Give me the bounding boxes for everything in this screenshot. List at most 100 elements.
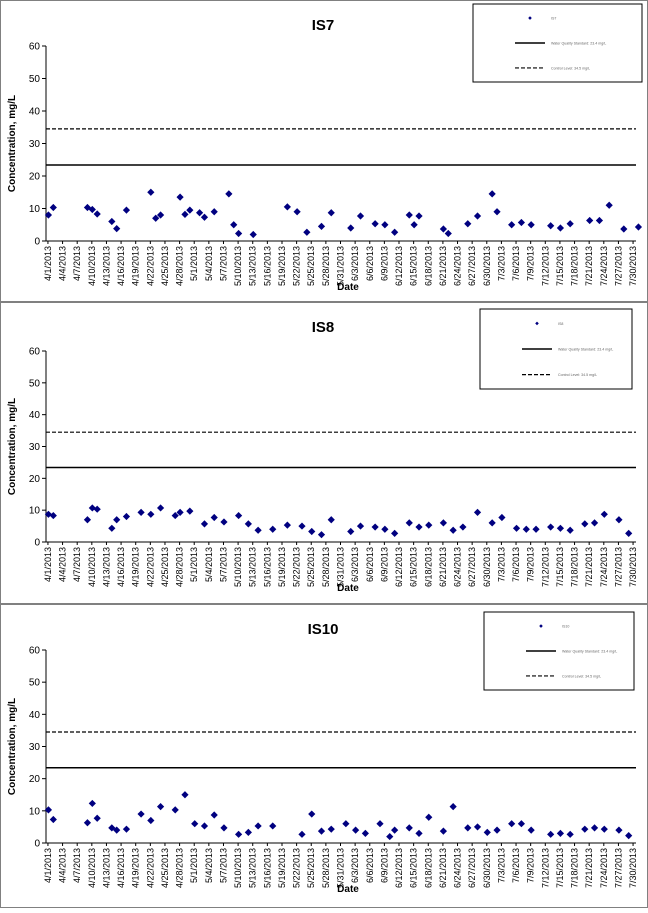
data-point [308,810,316,818]
x-tick-label: 6/30/2013 [482,246,492,286]
data-point [308,527,316,536]
data-point [590,519,599,527]
data-point [88,205,96,214]
data-point [527,221,535,229]
legend: IS10 Water Quality Standard: 23.4 mg/L Con… [483,611,635,691]
data-point [249,230,257,239]
data-point [235,229,243,238]
x-tick-label: 5/19/2013 [277,848,287,888]
data-point [600,825,608,833]
legend-entry: Water Quality Standard: 23.4 mg/L [551,42,606,46]
y-tick-label: 0 [34,237,40,248]
x-tick-label: 4/19/2013 [131,547,141,587]
legend-entry: Control Level: 34.5 mg/L [551,66,590,70]
data-point [156,211,165,219]
x-tick-label: 5/13/2013 [248,547,258,587]
x-tick-label: 7/9/2013 [526,547,536,582]
data-point [405,211,413,219]
data-point [361,829,369,837]
data-point [517,218,526,227]
data-point [230,221,238,229]
data-point [137,508,145,516]
data-point [381,525,389,533]
data-point [498,513,506,522]
data-point [391,529,399,538]
y-tick-label: 20 [29,774,41,785]
x-tick-label: 6/24/2013 [453,547,463,587]
chart-panel-is8: IS8 0 10 20 30 40 50 60 Concentration, mg/L 4/1/2… [0,302,648,604]
x-tick-label: 7/12/2013 [540,547,550,587]
x-tick-label: 6/3/2013 [350,547,360,582]
x-tick-label: 4/19/2013 [131,246,141,286]
data-point [200,213,209,221]
legend-entry: Control Level: 34.5 mg/L [562,674,601,678]
x-tick-label: 6/30/2013 [482,848,492,888]
data-point [512,524,521,532]
x-tick-label: 7/24/2013 [599,246,609,286]
legend-swatch [535,321,539,326]
data-point [113,826,121,834]
x-tick-label: 7/3/2013 [496,848,506,883]
data-point [556,224,565,232]
chart-panel-is10: IS10 0 10 20 30 40 50 60 Concentration, mg/L 4/1/… [0,604,648,908]
x-tick-label: 7/15/2013 [555,246,565,286]
data-point [88,504,96,512]
data-point [634,223,643,231]
x-tick-label: 6/18/2013 [423,246,433,286]
data-point [566,526,574,534]
x-tick-label: 7/15/2013 [555,547,565,587]
data-point [473,823,482,831]
data-point [439,225,447,233]
legend: IS8 Water Quality Standard: 23.4 mg/L Cont… [479,308,633,390]
x-tick-label: 6/9/2013 [379,848,389,883]
data-point [547,222,555,230]
y-tick-label: 0 [34,839,40,850]
data-point [83,516,92,524]
x-tick-label: 6/12/2013 [394,848,404,888]
x-tick-label: 7/9/2013 [526,848,536,883]
x-axis-label: Date [337,282,359,293]
x-tick-label: 6/3/2013 [350,848,360,883]
x-tick-label: 5/28/2013 [321,246,331,286]
data-point [93,210,101,218]
x-tick-label: 7/18/2013 [570,246,580,286]
x-tick-label: 6/6/2013 [365,246,375,281]
x-tick-label: 7/12/2013 [540,848,550,888]
x-tick-label: 5/19/2013 [277,246,287,286]
data-point [186,507,194,515]
data-point [488,519,496,527]
data-point [566,220,574,228]
data-point [317,222,326,230]
data-point [93,814,101,822]
data-point [595,216,604,225]
x-tick-label: 7/27/2013 [613,246,623,286]
y-tick-label: 40 [29,710,41,721]
x-tick-label: 7/21/2013 [584,246,594,286]
x-tick-label: 6/12/2013 [394,246,404,286]
x-tick-label: 4/7/2013 [72,848,82,883]
data-point [586,216,594,225]
x-tick-label: 5/25/2013 [306,547,316,587]
y-tick-label: 50 [29,678,41,689]
x-tick-label: 4/4/2013 [58,547,68,582]
data-point [386,832,394,841]
chart-panel-is7: IS7 0 10 20 30 40 50 60 Concentration, mg/L 4/1/2… [0,0,648,302]
legend-entry: Water Quality Standard: 23.4 mg/L [558,348,613,352]
data-point [493,826,501,834]
x-tick-label: 7/15/2013 [555,848,565,888]
y-tick-label: 10 [29,806,41,817]
data-point [44,510,53,518]
data-point [488,190,496,198]
y-tick-label: 30 [29,139,41,150]
x-tick-label: 4/22/2013 [145,246,155,286]
data-point [244,828,252,836]
y-tick-label: 50 [29,74,41,85]
y-axis-label: Concentration, mg/L [7,398,18,495]
x-tick-label: 7/30/2013 [628,246,638,286]
x-tick-label: 5/22/2013 [292,547,302,587]
data-point [83,819,92,827]
x-tick-label: 4/13/2013 [101,547,111,587]
data-point [405,519,413,527]
y-tick-label: 10 [29,506,41,517]
x-tick-label: 5/7/2013 [218,547,228,582]
